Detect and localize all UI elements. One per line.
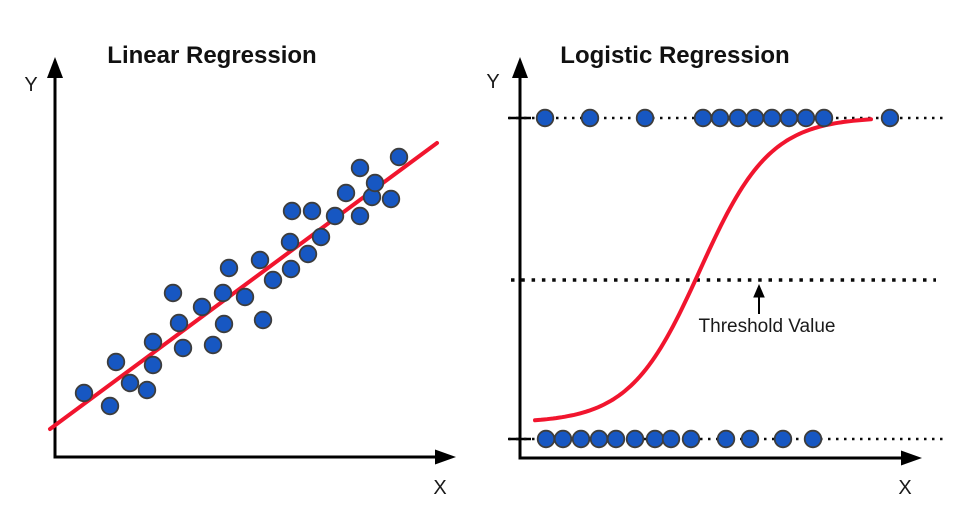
data-point (350, 206, 370, 226)
scatter-points (74, 147, 409, 416)
data-point (282, 201, 302, 221)
logistic-y-axis-arrowhead (512, 57, 528, 78)
data-point (635, 108, 655, 128)
data-point (302, 201, 322, 221)
data-point (298, 244, 318, 264)
linear-y-axis-arrowhead (47, 57, 63, 78)
linear-chart-title: Linear Regression (107, 42, 316, 69)
data-point (716, 429, 736, 449)
linear-regression-panel: Linear Regression Y X (24, 42, 456, 499)
data-point (203, 335, 223, 355)
threshold-label: Threshold Value (699, 316, 836, 337)
data-point (880, 108, 900, 128)
data-point (571, 429, 591, 449)
data-point (803, 429, 823, 449)
data-point (381, 189, 401, 209)
data-point (762, 108, 782, 128)
data-point (280, 232, 300, 252)
data-point (553, 429, 573, 449)
data-point (214, 314, 234, 334)
data-point (580, 108, 600, 128)
data-point (137, 380, 157, 400)
linear-y-axis: Y (24, 57, 63, 459)
logistic-y-axis-label: Y (486, 71, 499, 93)
data-point (589, 429, 609, 449)
data-point (325, 206, 345, 226)
logistic-x-axis-label: X (898, 477, 911, 499)
data-point (74, 383, 94, 403)
data-point (281, 259, 301, 279)
linear-x-axis: X (53, 449, 456, 499)
data-point (710, 108, 730, 128)
data-point (120, 373, 140, 393)
data-point (106, 352, 126, 372)
threshold-arrow-head (753, 284, 765, 298)
logistic-x-axis-arrowhead (901, 450, 922, 466)
data-point (163, 283, 183, 303)
linear-y-axis-label: Y (24, 74, 37, 96)
data-point (814, 108, 834, 128)
data-point (235, 287, 255, 307)
data-point (536, 429, 556, 449)
data-point (336, 183, 356, 203)
data-point (745, 108, 765, 128)
data-point (740, 429, 760, 449)
data-point (773, 429, 793, 449)
data-point (143, 332, 163, 352)
logistic-x-axis: X (520, 450, 922, 499)
threshold-annotation: Threshold Value (699, 284, 836, 337)
data-point (645, 429, 665, 449)
data-point (728, 108, 748, 128)
data-point (143, 355, 163, 375)
data-point (263, 270, 283, 290)
data-point (219, 258, 239, 278)
data-point (192, 297, 212, 317)
logistic-chart-title: Logistic Regression (560, 42, 789, 69)
logistic-y-axis: Y (486, 57, 531, 460)
data-point (535, 108, 555, 128)
linear-x-axis-label: X (433, 477, 446, 499)
data-point (169, 313, 189, 333)
data-point (250, 250, 270, 270)
data-point (213, 283, 233, 303)
data-point (779, 108, 799, 128)
sigmoid-curve (533, 117, 873, 423)
data-point (253, 310, 273, 330)
data-point (365, 173, 385, 193)
data-point (625, 429, 645, 449)
linear-x-axis-arrowhead (435, 449, 456, 465)
class-points (535, 108, 900, 449)
data-point (681, 429, 701, 449)
data-point (311, 227, 331, 247)
data-point (796, 108, 816, 128)
data-point (693, 108, 713, 128)
data-point (350, 158, 370, 178)
data-point (100, 396, 120, 416)
data-point (661, 429, 681, 449)
logistic-regression-panel: Logistic Regression Y X (486, 42, 946, 499)
data-point (389, 147, 409, 167)
data-point (606, 429, 626, 449)
data-point (173, 338, 193, 358)
